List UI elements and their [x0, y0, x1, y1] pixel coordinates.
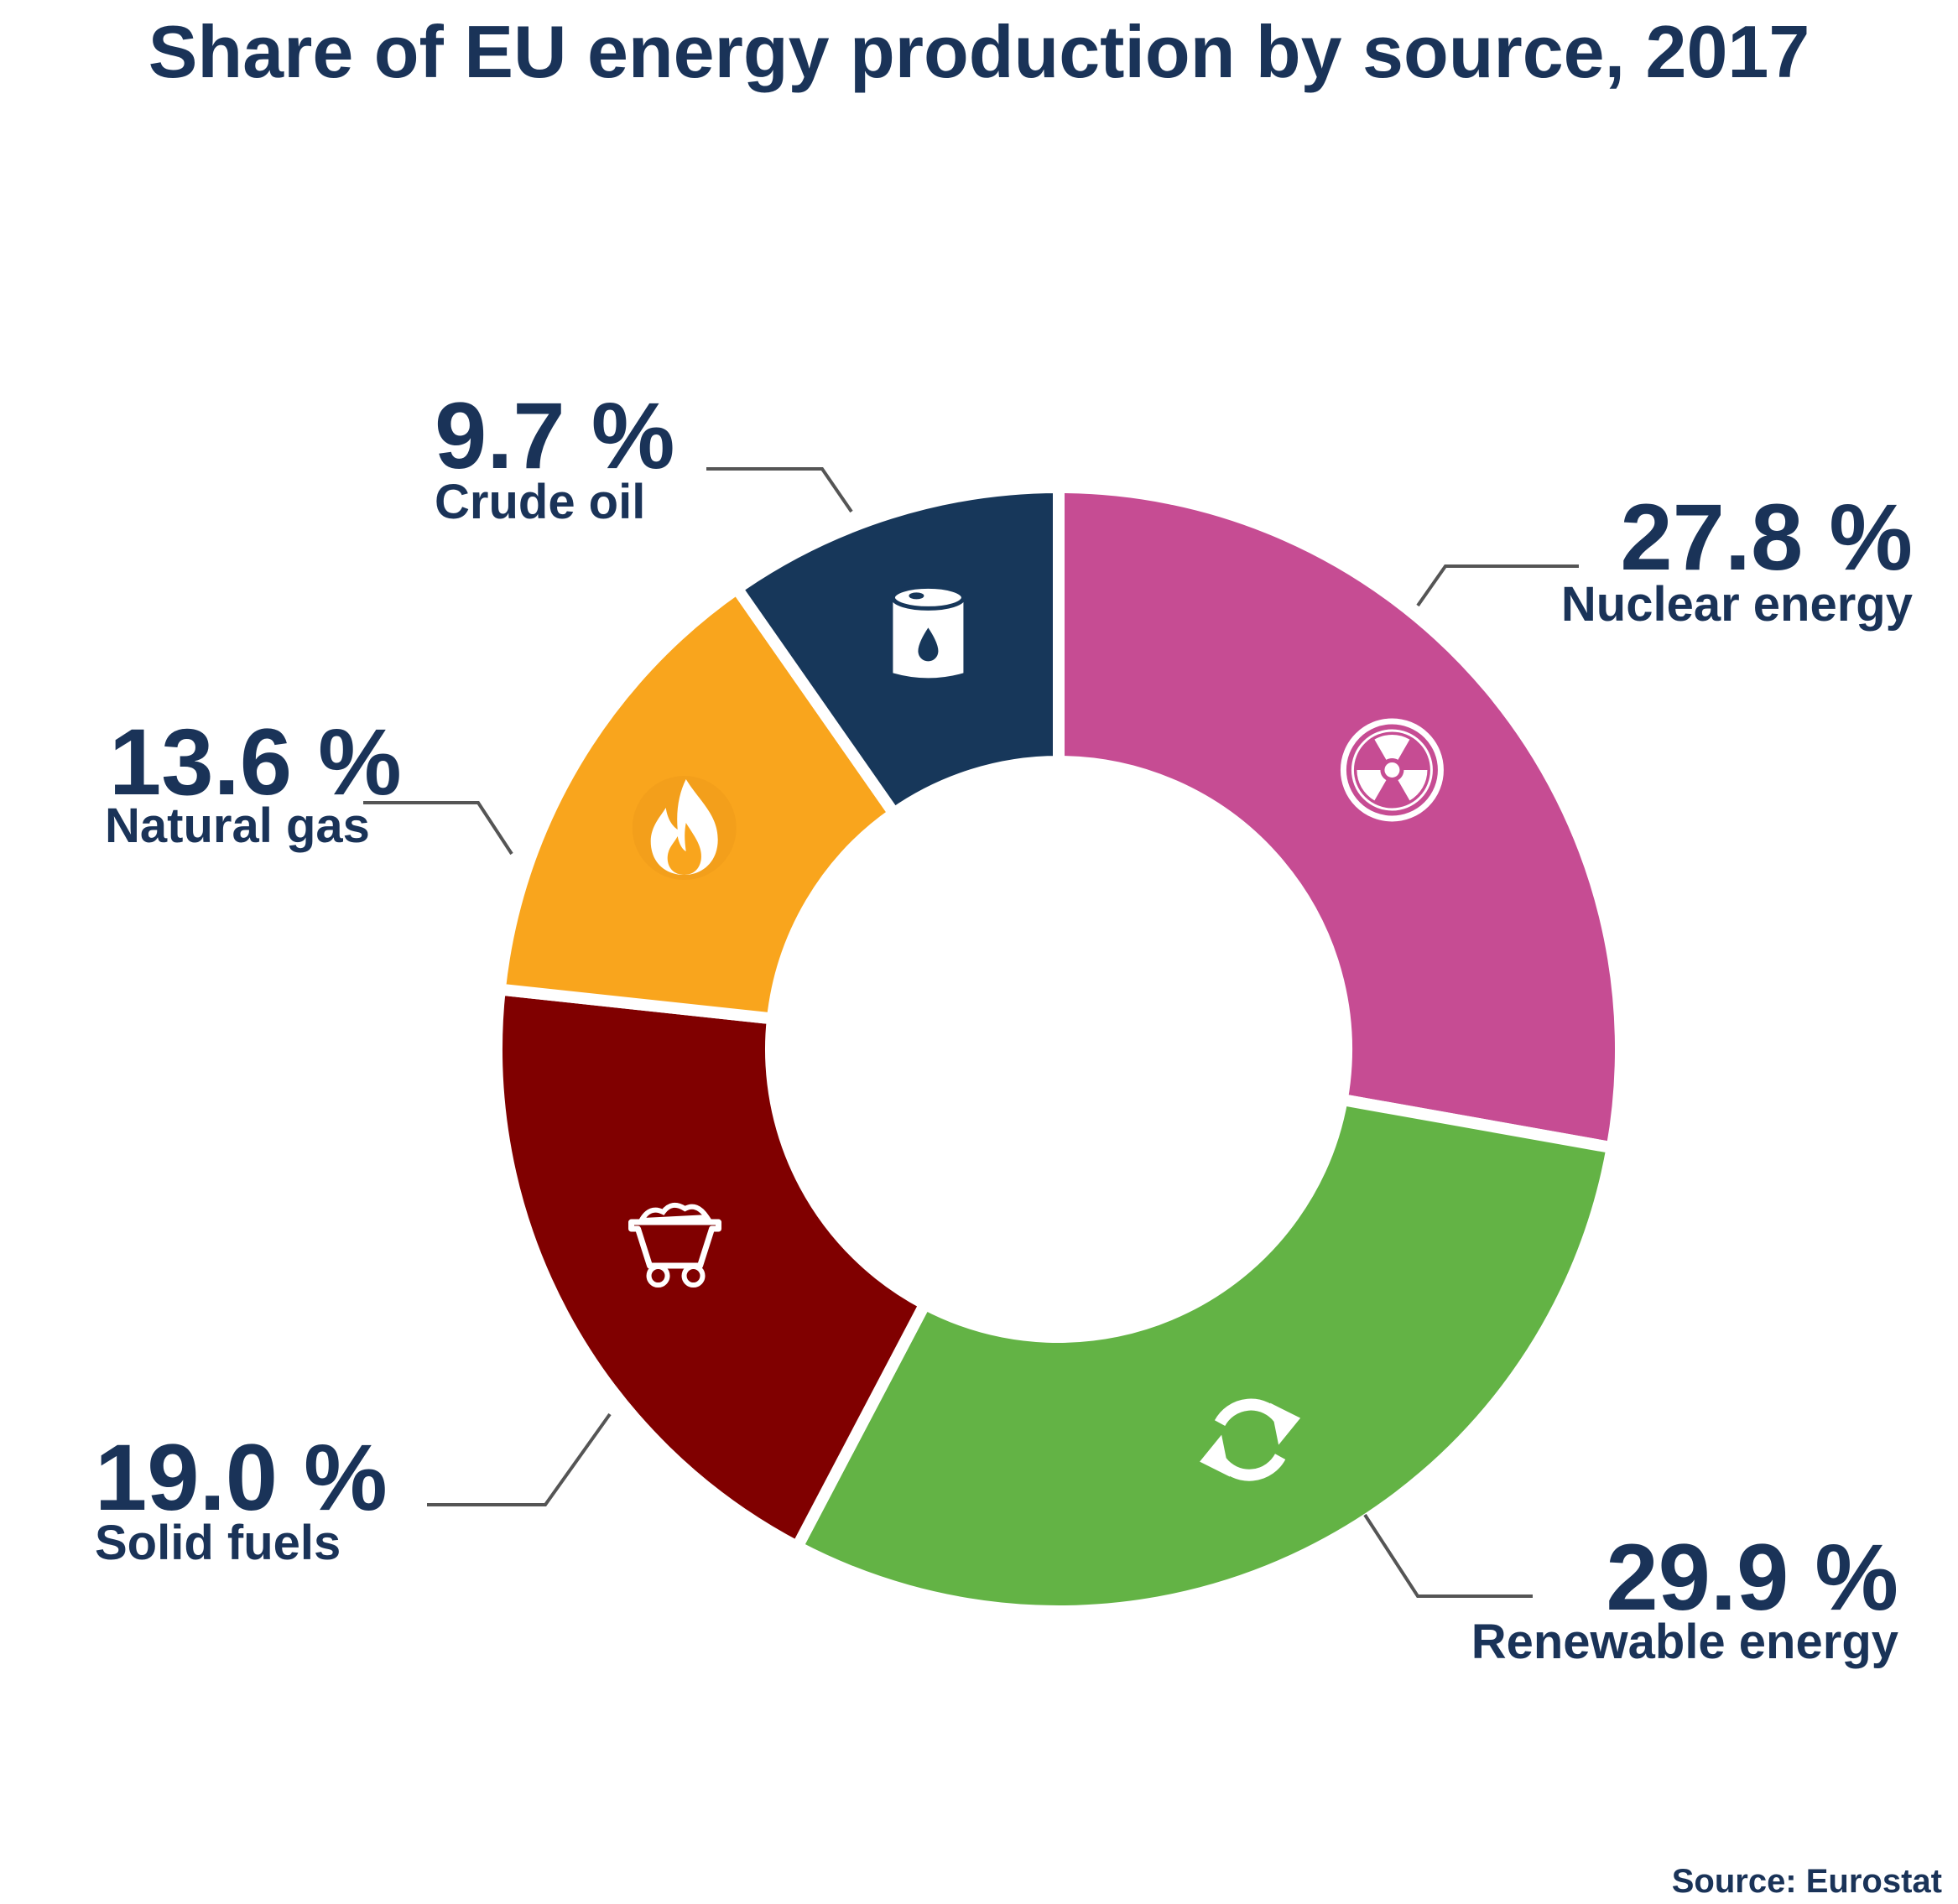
slices-group: [491, 481, 1627, 1617]
slice-solid-fuels: [491, 982, 933, 1555]
labels-group: 27.8 %Nuclear energy 29.9 %Renewable ener…: [95, 383, 1913, 1669]
category-label-crude-oil: Crude oil: [435, 475, 645, 529]
value-label-natural-gas: 13.6 %: [109, 710, 402, 814]
leader-line-natural-gas: [363, 801, 513, 856]
slice-nuclear-energy: [1053, 481, 1627, 1155]
value-label-renewable-energy: 29.9 %: [1606, 1525, 1898, 1630]
slice-renewable-energy: [789, 1092, 1619, 1617]
recycle-arrows-icon: [1200, 1398, 1301, 1481]
leader-line-crude-oil: [706, 467, 853, 513]
value-label-solid-fuels: 19.0 %: [95, 1425, 388, 1530]
value-label-nuclear-energy: 27.8 %: [1620, 485, 1913, 590]
category-label-nuclear-energy: Nuclear energy: [1561, 577, 1913, 632]
category-label-solid-fuels: Solid fuels: [95, 1516, 341, 1570]
leader-lines-group: [363, 467, 1579, 1598]
leader-line-nuclear-energy: [1416, 564, 1579, 607]
radiation-icon: [1340, 718, 1444, 822]
icons-group: [628, 584, 1444, 1481]
leader-line-renewable-energy: [1363, 1513, 1533, 1598]
category-label-natural-gas: Natural gas: [105, 799, 370, 853]
category-label-renewable-energy: Renewable energy: [1471, 1615, 1898, 1669]
value-label-crude-oil: 9.7 %: [435, 383, 674, 488]
chart-title: Share of EU energy production by source,…: [148, 10, 1810, 93]
leader-line-solid-fuels: [427, 1412, 612, 1506]
flame-icon: [632, 776, 737, 881]
coal-cart-icon: [628, 1202, 722, 1288]
oil-barrel-icon: [890, 584, 966, 679]
source-note: Source: Eurostat: [1672, 1863, 1942, 1900]
